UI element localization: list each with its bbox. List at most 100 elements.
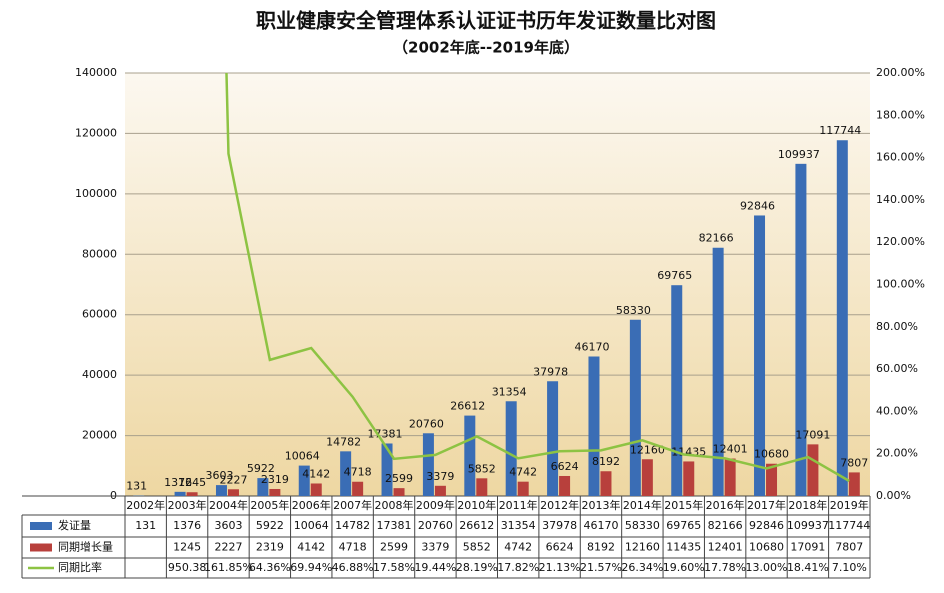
bar — [464, 415, 476, 496]
bar — [269, 488, 281, 496]
bar-label: 2319 — [261, 473, 289, 486]
x-tick-label: 2015年 — [664, 498, 703, 512]
table-cell: 20760 — [418, 519, 453, 532]
bar-label: 3379 — [426, 470, 454, 483]
y-tick-label: 40000 — [82, 368, 117, 381]
table-cell: 10064 — [294, 519, 329, 532]
bar-label: 10680 — [754, 448, 789, 461]
y-tick-label: 140000 — [75, 66, 117, 79]
legend-label: 同期比率 — [58, 560, 102, 574]
bar — [352, 481, 364, 496]
bar — [588, 356, 600, 496]
bar — [766, 463, 778, 496]
legend-label: 同期增长量 — [58, 540, 113, 554]
table-cell: 14782 — [335, 519, 370, 532]
bar — [795, 163, 807, 497]
y2-tick-label: 60.00% — [876, 362, 918, 375]
bar-label: 131 — [126, 480, 147, 493]
table-cell: 28.19% — [456, 561, 498, 574]
bar-label: 6624 — [551, 460, 579, 473]
table-cell: 18.41% — [787, 561, 829, 574]
x-tick-label: 2011年 — [499, 498, 538, 512]
table-cell: 37978 — [542, 519, 577, 532]
table-cell: 3603 — [214, 519, 242, 532]
table-cell: 2319 — [256, 541, 284, 554]
y-tick-label: 100000 — [75, 187, 117, 200]
table-cell: 31354 — [501, 519, 536, 532]
table-cell: 161.85% — [204, 561, 253, 574]
bar — [671, 285, 683, 496]
bar — [600, 471, 612, 496]
table-cell: 17.82% — [497, 561, 539, 574]
bar-label: 46170 — [574, 341, 609, 354]
y2-tick-label: 200.00% — [876, 66, 925, 79]
table-cell: 2599 — [380, 541, 408, 554]
bar — [257, 478, 269, 496]
table-cell: 64.36% — [249, 561, 291, 574]
table-cell: 19.60% — [663, 561, 705, 574]
bar-label: 17381 — [368, 427, 403, 440]
bar — [340, 451, 352, 496]
bar — [422, 433, 434, 496]
y2-tick-label: 180.00% — [876, 108, 925, 121]
x-tick-label: 2014年 — [623, 498, 662, 512]
table-cell: 92846 — [749, 519, 784, 532]
table-cell: 19.44% — [414, 561, 456, 574]
bar — [547, 381, 559, 496]
y2-tick-label: 100.00% — [876, 278, 925, 291]
x-tick-label: 2006年 — [292, 498, 331, 512]
bar-label: 117744 — [819, 124, 861, 137]
x-tick-label: 2002年 — [126, 498, 165, 512]
bar-label: 69765 — [657, 269, 692, 282]
y2-tick-label: 120.00% — [876, 235, 925, 248]
y2-tick-label: 40.00% — [876, 404, 918, 417]
legend-swatch — [30, 522, 52, 530]
bar — [381, 443, 393, 496]
table-cell: 26.34% — [621, 561, 663, 574]
plot-area — [125, 73, 870, 496]
table-cell: 10680 — [749, 541, 784, 554]
table-cell: 2227 — [214, 541, 242, 554]
bar — [393, 488, 405, 496]
table-cell: 46.88% — [332, 561, 374, 574]
table-cell: 4718 — [339, 541, 367, 554]
bar-label: 109937 — [778, 148, 820, 161]
bar-label: 10064 — [285, 450, 320, 463]
x-tick-label: 2005年 — [250, 498, 289, 512]
x-tick-label: 2010年 — [457, 498, 496, 512]
x-tick-label: 2019年 — [830, 498, 869, 512]
bar-label: 1245 — [178, 476, 206, 489]
bar — [848, 472, 860, 496]
y2-tick-label: 80.00% — [876, 320, 918, 333]
bar — [505, 401, 517, 496]
y2-tick-label: 160.00% — [876, 151, 925, 164]
table-cell: 82166 — [708, 519, 743, 532]
bar-label: 5922 — [247, 462, 275, 475]
table-cell: 12160 — [625, 541, 660, 554]
bar-label: 5852 — [468, 462, 496, 475]
table-cell: 1245 — [173, 541, 201, 554]
table-cell: 7807 — [835, 541, 863, 554]
table-cell: 11435 — [666, 541, 701, 554]
bar-label: 2599 — [385, 472, 413, 485]
x-tick-label: 2013年 — [581, 498, 620, 512]
bar-label: 82166 — [699, 232, 734, 245]
table-cell: 131 — [135, 519, 156, 532]
bar — [641, 459, 653, 496]
table-cell: 13.00% — [746, 561, 788, 574]
bar-label: 12401 — [713, 443, 748, 456]
bar — [298, 465, 310, 496]
table-cell: 4742 — [504, 541, 532, 554]
bar-label: 4142 — [302, 467, 330, 480]
table-cell: 5852 — [463, 541, 491, 554]
bar — [724, 458, 736, 496]
table-cell: 1376 — [173, 519, 201, 532]
table-cell: 69765 — [666, 519, 701, 532]
y2-tick-label: 20.00% — [876, 447, 918, 460]
table-cell: 21.57% — [580, 561, 622, 574]
bar — [215, 485, 227, 496]
y-tick-label: 20000 — [82, 429, 117, 442]
bar — [629, 319, 641, 496]
bar-label: 26612 — [450, 400, 485, 413]
